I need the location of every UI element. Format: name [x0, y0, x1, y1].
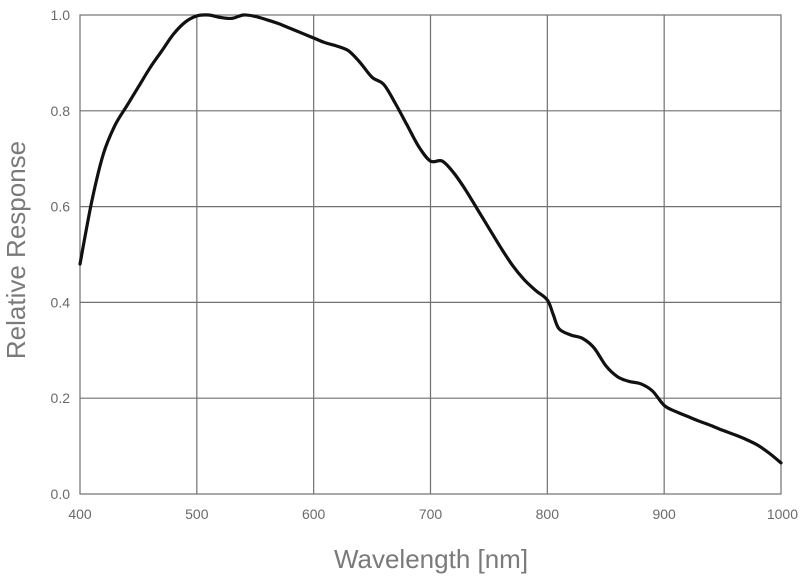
- x-tick-label: 900: [652, 506, 676, 522]
- y-tick-label: 1.0: [51, 7, 71, 23]
- y-tick-label: 0.0: [51, 486, 71, 502]
- x-tick-labels: 400 500 600 700 800 900 1000: [68, 506, 798, 522]
- series-line: [78, 13, 783, 465]
- grid: [79, 14, 782, 495]
- series-group: [78, 13, 783, 465]
- y-tick-label: 0.6: [51, 199, 71, 215]
- y-tick-label: 0.4: [51, 294, 71, 310]
- y-axis-label: Relative Response: [1, 141, 31, 359]
- x-tick-label: 600: [302, 506, 326, 522]
- x-axis-label: Wavelength [nm]: [334, 544, 528, 574]
- y-tick-labels: 0.0 0.2 0.4 0.6 0.8 1.0: [51, 7, 71, 502]
- y-tick-label: 0.8: [51, 103, 71, 119]
- y-tick-label: 0.2: [51, 390, 71, 406]
- x-tick-label: 700: [419, 506, 443, 522]
- x-tick-label: 800: [536, 506, 560, 522]
- x-tick-label: 500: [185, 506, 209, 522]
- x-tick-label: 1000: [767, 506, 798, 522]
- x-tick-label: 400: [68, 506, 92, 522]
